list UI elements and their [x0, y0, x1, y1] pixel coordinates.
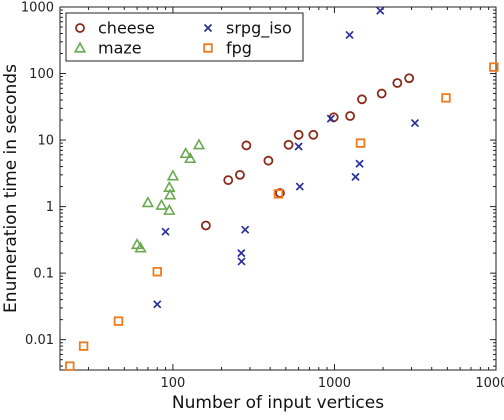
cheese-point [293, 129, 304, 140]
legend-label: maze [98, 39, 142, 58]
legend-item-srpg_iso: srpg_iso [203, 19, 292, 39]
srpg_iso-point [345, 30, 354, 40]
y-tick-label: 1 [46, 200, 54, 215]
legend-item-cheese: cheese [75, 19, 155, 38]
cheese-point [263, 155, 274, 166]
y-tick-label: 100 [29, 67, 54, 82]
srpg_iso-point [153, 300, 162, 309]
srpg_iso-point [241, 225, 250, 234]
maze-point [163, 203, 176, 215]
legend-item-fpg: fpg [203, 39, 252, 58]
data-points [65, 6, 499, 371]
fpg-point [78, 341, 89, 351]
cheese-point [376, 88, 387, 99]
x-axis-ticks [59, 7, 497, 370]
cheese-point [241, 140, 252, 151]
maze-point [192, 138, 206, 150]
maze-point [166, 169, 180, 181]
srpg_iso-point [161, 227, 170, 236]
y-axis-ticks [60, 6, 496, 367]
x-tick-label: 10000 [475, 376, 504, 391]
series-fpg [65, 62, 499, 371]
legend-label: fpg [226, 39, 252, 58]
y-tick-label: 0.01 [25, 333, 54, 348]
maze-point [155, 198, 168, 210]
maze-point [163, 188, 177, 200]
maze-point [134, 241, 147, 253]
fpg-point [441, 93, 451, 103]
series-cheese [200, 73, 415, 231]
fpg-legend-marker [203, 43, 213, 53]
fpg-point [489, 62, 499, 72]
srpg_iso-point [351, 172, 360, 181]
y-tick-label: 10 [37, 134, 54, 149]
x-axis-label: Number of input vertices [172, 393, 384, 413]
srpg_iso-legend-marker [203, 23, 213, 33]
y-tick-label: 1000 [21, 1, 54, 16]
cheese-point [357, 94, 367, 105]
fpg-point [65, 361, 75, 371]
cheese-legend-marker [75, 23, 85, 33]
srpg_iso-point [294, 142, 303, 151]
plot-frame [59, 6, 497, 371]
srpg_iso-point [237, 257, 246, 266]
srpg_iso-point [237, 249, 246, 258]
cheese-point [200, 220, 211, 231]
srpg_iso-point [355, 159, 364, 168]
cheese-point [235, 169, 245, 180]
fpg-point [113, 316, 124, 326]
series-maze [130, 138, 206, 253]
maze-point [179, 146, 192, 159]
cheese-point [392, 78, 403, 88]
y-axis-label: Enumeration time in seconds [1, 64, 21, 313]
maze-legend-marker [73, 41, 87, 53]
legend-label: cheese [98, 19, 155, 38]
x-axis-tick-labels: 100 1000 10000 [160, 376, 504, 391]
legend-box [65, 12, 304, 62]
cheese-point [283, 139, 294, 150]
srpg_iso-point [295, 182, 304, 191]
fpg-point [355, 138, 366, 148]
srpg_iso-point [376, 6, 385, 15]
y-tick-label: 0.1 [33, 267, 54, 282]
cheese-point [223, 175, 234, 186]
maze-point [141, 196, 155, 208]
cheese-point [345, 111, 356, 121]
cheese-point [404, 73, 415, 84]
maze-point [184, 151, 197, 164]
x-tick-label: 100 [160, 376, 185, 391]
y-axis-tick-labels: 0.01 0.1 1 10 100 1000 [21, 1, 54, 349]
legend-label: srpg_iso [226, 19, 292, 39]
series-srpg_iso [153, 6, 420, 309]
srpg_iso-point [326, 114, 335, 123]
cheese-point [308, 129, 319, 140]
srpg_iso-point [410, 118, 420, 128]
fpg-point [152, 267, 162, 277]
legend-item-maze: maze [73, 39, 142, 58]
fpg-point [273, 189, 284, 199]
x-tick-label: 1000 [318, 376, 351, 391]
